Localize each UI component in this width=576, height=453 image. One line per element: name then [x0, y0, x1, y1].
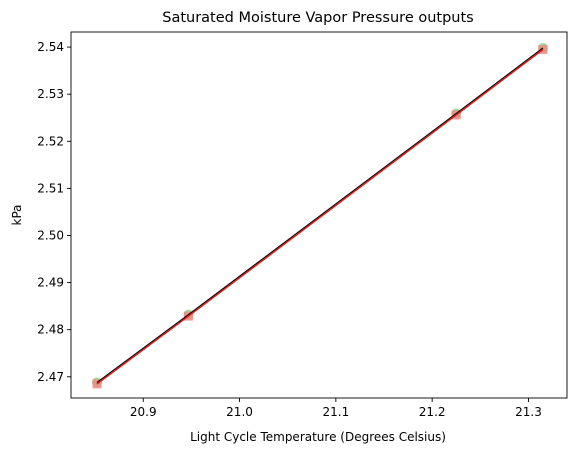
chart-title: Saturated Moisture Vapor Pressure output…: [162, 10, 473, 26]
scatter-point-square: [538, 44, 548, 54]
x-tick-label: 21.3: [515, 405, 542, 419]
x-tick-label: 21.1: [322, 405, 349, 419]
x-axis: 20.9 21.0 21.1 21.2 21.3: [130, 398, 542, 419]
plot-area: [92, 43, 548, 389]
x-tick-label: 21.0: [226, 405, 253, 419]
plot-frame: [70, 31, 568, 399]
y-tick-label: 2.49: [37, 276, 64, 290]
y-tick-label: 2.48: [37, 323, 64, 337]
y-tick-label: 2.51: [37, 181, 64, 195]
y-tick-label: 2.47: [37, 370, 64, 384]
y-tick-label: 2.52: [37, 134, 64, 148]
series-line: [96, 48, 544, 385]
y-axis-label: kPa: [10, 205, 24, 226]
x-tick-label: 20.9: [130, 405, 157, 419]
series-line: [96, 47, 544, 383]
y-axis: 2.47 2.48 2.49 2.50 2.51 2.52 2.53 2.54: [37, 40, 71, 384]
y-tick-label: 2.54: [37, 40, 64, 54]
x-tick-label: 21.2: [419, 405, 446, 419]
y-tick-label: 2.53: [37, 87, 64, 101]
y-tick-label: 2.50: [37, 228, 64, 242]
x-axis-label: Light Cycle Temperature (Degrees Celsius…: [190, 430, 446, 444]
